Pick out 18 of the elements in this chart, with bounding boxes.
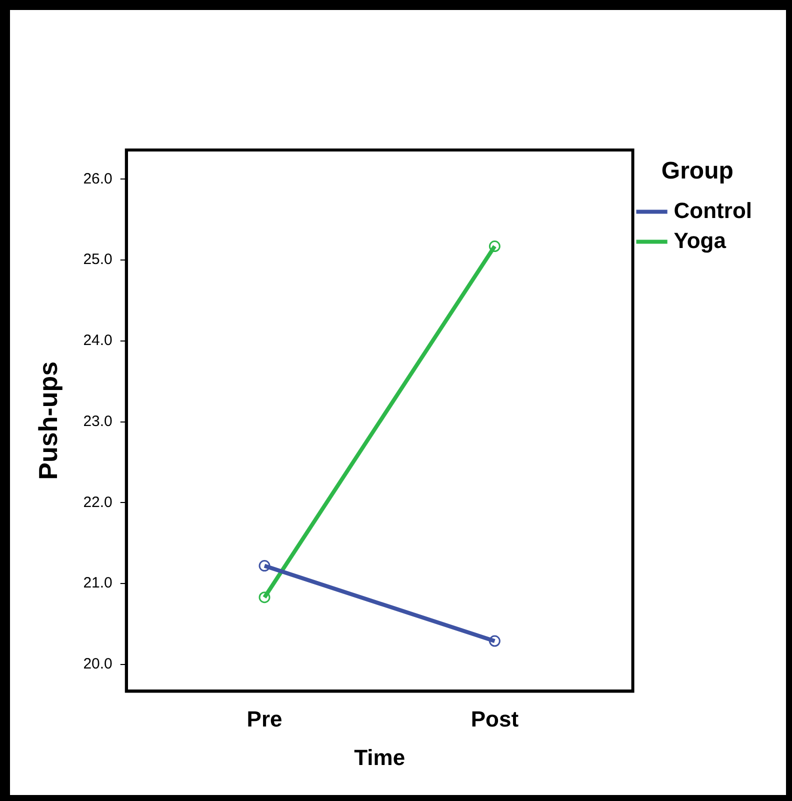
y-tick-label: 26.0 [83, 170, 112, 188]
point [488, 635, 500, 647]
legend-label: Control [674, 198, 752, 223]
legend-label: Yoga [674, 228, 727, 253]
y-tick-label: 20.0 [83, 656, 112, 673]
point [488, 240, 500, 252]
y-tick-label: 24.0 [83, 332, 112, 350]
point [258, 592, 270, 604]
x-tick-label: Post [470, 706, 520, 732]
legend-title: Group [661, 158, 734, 185]
y-axis-title: Push-ups [32, 361, 63, 480]
y-tick-label: 25.0 [83, 251, 112, 268]
point [258, 560, 270, 572]
x-axis-title: Time [354, 744, 406, 770]
x-tick-label: Pre [246, 706, 282, 732]
y-tick-label: 22.0 [83, 494, 112, 511]
y-tick-label: 23.0 [83, 412, 112, 430]
y-tick-label: 21.0 [83, 574, 112, 592]
